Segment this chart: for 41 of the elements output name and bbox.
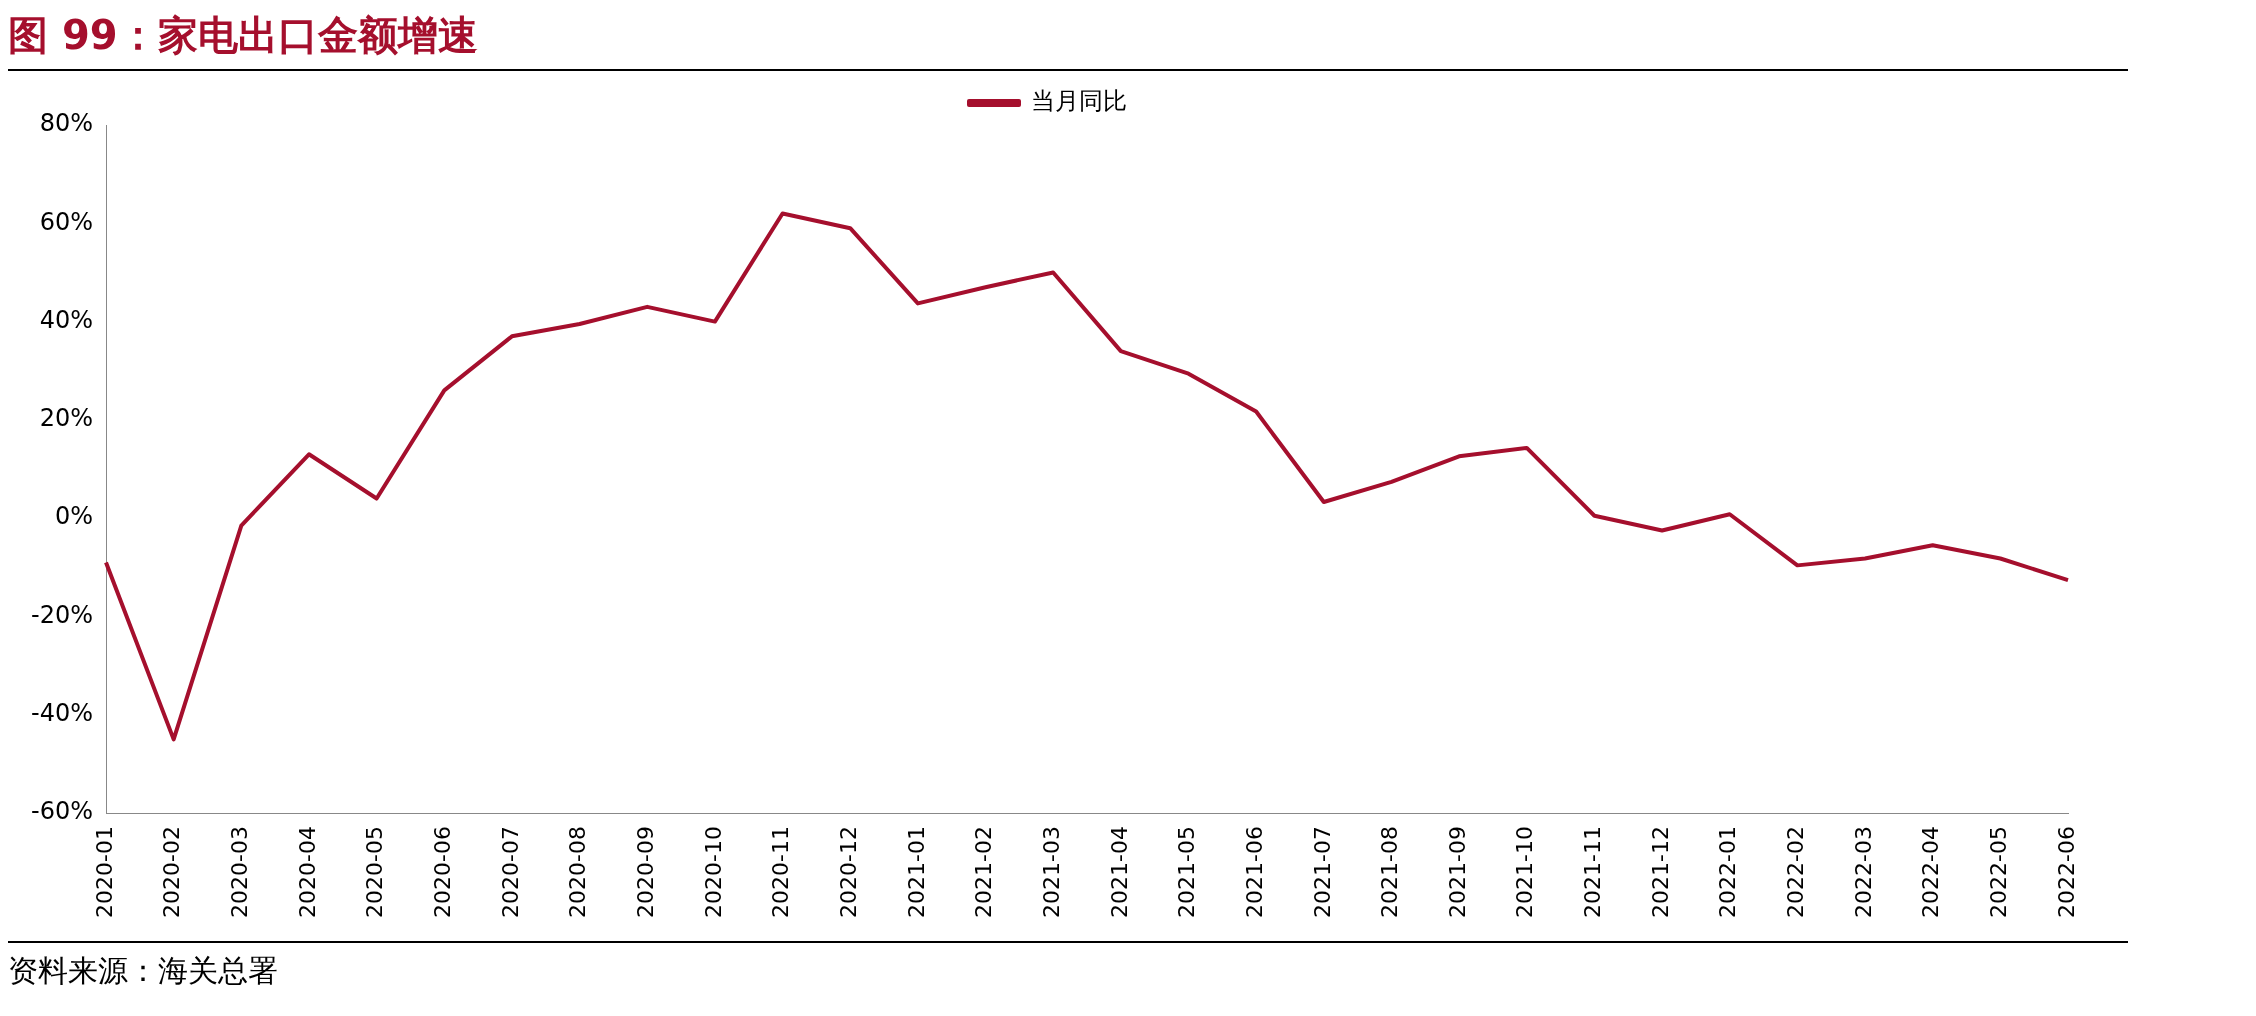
x-tick-label: 2022-03 [1850, 826, 1876, 918]
x-tick-label: 2021-04 [1106, 826, 1132, 918]
x-tick-label: 2021-09 [1444, 826, 1470, 918]
x-tick-label: 2020-11 [768, 826, 794, 918]
x-tick-label: 2021-03 [1038, 826, 1064, 918]
x-tick-label: 2021-12 [1647, 826, 1673, 918]
y-tick-label: -60% [30, 797, 93, 826]
y-tick-label: 20% [39, 404, 93, 433]
x-tick-label: 2022-02 [1783, 826, 1809, 918]
x-tick-label: 2020-12 [835, 826, 861, 918]
x-tick-label: 2022-06 [2053, 826, 2079, 918]
x-tick-label: 2021-08 [1377, 826, 1403, 918]
y-tick-label: -40% [30, 699, 93, 728]
x-tick-label: 2020-04 [294, 826, 320, 918]
y-tick-label: -20% [30, 600, 93, 629]
x-tick-label: 2021-05 [1174, 826, 1200, 918]
x-tick-label: 2020-03 [227, 826, 253, 918]
x-tick-label: 2020-01 [91, 826, 117, 918]
x-tick-label: 2021-07 [1309, 826, 1335, 918]
y-tick-label: 80% [39, 109, 93, 138]
x-tick-label: 2020-02 [159, 826, 185, 918]
x-tick-label: 2020-10 [700, 826, 726, 918]
x-tick-label: 2020-07 [497, 826, 523, 918]
y-tick-label: 60% [39, 207, 93, 236]
chart-title: 图 99：家电出口金额增速 [8, 8, 2128, 71]
y-tick-label: 0% [54, 502, 93, 531]
x-tick-label: 2022-04 [1918, 826, 1944, 918]
x-tick-label: 2022-05 [1986, 826, 2012, 918]
x-tick-label: 2022-01 [1715, 826, 1741, 918]
x-tick-label: 2021-10 [1512, 826, 1538, 918]
x-tick-label: 2021-06 [1241, 826, 1267, 918]
x-tick-label: 2021-01 [903, 826, 929, 918]
x-tick-label: 2021-02 [971, 826, 997, 918]
x-tick-label: 2021-11 [1580, 826, 1606, 918]
x-tick-label: 2020-09 [632, 826, 658, 918]
y-tick-label: 40% [39, 305, 93, 334]
x-tick-label: 2020-06 [430, 826, 455, 918]
x-tick-label: 2020-08 [565, 826, 591, 918]
x-tick-label: 2020-05 [362, 826, 388, 918]
legend-label: 当月同比 [1031, 87, 1127, 116]
text: 资料来源：海关总署 [8, 952, 279, 990]
